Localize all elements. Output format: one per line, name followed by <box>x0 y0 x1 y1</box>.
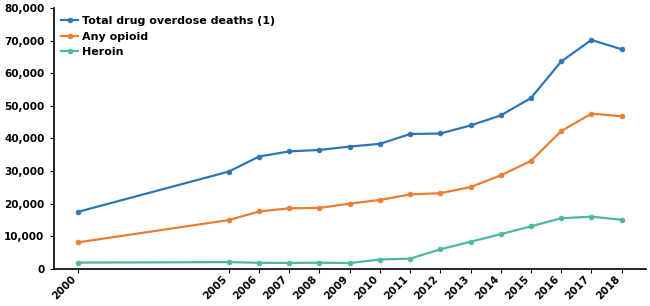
Heroin <box>376 258 384 261</box>
Total drug overdose deaths (1) <box>527 96 535 100</box>
Any opioid <box>497 174 504 177</box>
Line: Any opioid: Any opioid <box>75 111 624 245</box>
Heroin <box>74 261 82 264</box>
Heroin <box>588 215 595 218</box>
Any opioid <box>285 207 293 210</box>
Any opioid <box>618 114 625 118</box>
Legend: Total drug overdose deaths (1), Any opioid, Heroin: Total drug overdose deaths (1), Any opio… <box>59 14 278 59</box>
Total drug overdose deaths (1) <box>588 38 595 42</box>
Total drug overdose deaths (1) <box>225 170 233 174</box>
Total drug overdose deaths (1) <box>376 142 384 146</box>
Any opioid <box>74 241 82 244</box>
Total drug overdose deaths (1) <box>618 47 625 51</box>
Any opioid <box>346 202 354 206</box>
Heroin <box>557 216 565 220</box>
Total drug overdose deaths (1) <box>285 150 293 153</box>
Total drug overdose deaths (1) <box>255 155 263 159</box>
Any opioid <box>557 129 565 133</box>
Any opioid <box>467 185 474 189</box>
Total drug overdose deaths (1) <box>436 132 444 135</box>
Any opioid <box>255 210 263 213</box>
Total drug overdose deaths (1) <box>346 145 354 148</box>
Heroin <box>467 240 474 244</box>
Heroin <box>285 261 293 265</box>
Total drug overdose deaths (1) <box>467 124 474 127</box>
Total drug overdose deaths (1) <box>74 210 82 214</box>
Any opioid <box>316 206 324 210</box>
Any opioid <box>527 159 535 163</box>
Total drug overdose deaths (1) <box>316 148 324 152</box>
Any opioid <box>588 112 595 115</box>
Heroin <box>527 225 535 228</box>
Any opioid <box>436 191 444 195</box>
Heroin <box>225 260 233 264</box>
Any opioid <box>376 198 384 202</box>
Any opioid <box>406 192 414 196</box>
Heroin <box>436 248 444 251</box>
Line: Heroin: Heroin <box>75 214 624 265</box>
Heroin <box>497 232 504 236</box>
Heroin <box>618 218 625 222</box>
Total drug overdose deaths (1) <box>557 60 565 63</box>
Total drug overdose deaths (1) <box>406 132 414 136</box>
Heroin <box>255 261 263 265</box>
Heroin <box>346 261 354 265</box>
Line: Total drug overdose deaths (1): Total drug overdose deaths (1) <box>75 38 624 214</box>
Any opioid <box>225 218 233 222</box>
Total drug overdose deaths (1) <box>497 114 504 117</box>
Heroin <box>316 261 324 265</box>
Heroin <box>406 257 414 260</box>
